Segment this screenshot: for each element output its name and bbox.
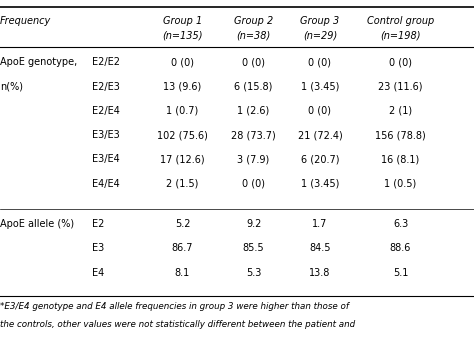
Text: 1 (3.45): 1 (3.45)	[301, 82, 339, 92]
Text: 1 (0.5): 1 (0.5)	[384, 179, 417, 189]
Text: 0 (0): 0 (0)	[309, 106, 331, 116]
Text: E3/E4: E3/E4	[92, 154, 120, 164]
Text: 16 (8.1): 16 (8.1)	[382, 154, 419, 164]
Text: E2/E4: E2/E4	[92, 106, 120, 116]
Text: E2: E2	[92, 219, 105, 229]
Text: Control group: Control group	[367, 16, 434, 26]
Text: 2 (1): 2 (1)	[389, 106, 412, 116]
Text: E2/E2: E2/E2	[92, 57, 120, 67]
Text: 2 (1.5): 2 (1.5)	[166, 179, 199, 189]
Text: 5.2: 5.2	[175, 219, 190, 229]
Text: Group 1: Group 1	[163, 16, 202, 26]
Text: 85.5: 85.5	[243, 243, 264, 253]
Text: ApoE genotype,: ApoE genotype,	[0, 57, 77, 67]
Text: Group 3: Group 3	[301, 16, 339, 26]
Text: 9.2: 9.2	[246, 219, 261, 229]
Text: 3 (7.9): 3 (7.9)	[237, 154, 270, 164]
Text: 6 (15.8): 6 (15.8)	[235, 82, 273, 92]
Text: (n=135): (n=135)	[162, 30, 203, 40]
Text: 0 (0): 0 (0)	[309, 57, 331, 67]
Text: 0 (0): 0 (0)	[171, 57, 194, 67]
Text: 88.6: 88.6	[390, 243, 411, 253]
Text: the controls, other values were not statistically different between the patient : the controls, other values were not stat…	[0, 320, 355, 330]
Text: 5.3: 5.3	[246, 268, 261, 278]
Text: n(%): n(%)	[0, 82, 23, 92]
Text: ApoE allele (%): ApoE allele (%)	[0, 219, 74, 229]
Text: 1 (3.45): 1 (3.45)	[301, 179, 339, 189]
Text: 86.7: 86.7	[172, 243, 193, 253]
Text: 156 (78.8): 156 (78.8)	[375, 130, 426, 140]
Text: 102 (75.6): 102 (75.6)	[157, 130, 208, 140]
Text: 17 (12.6): 17 (12.6)	[160, 154, 205, 164]
Text: 13.8: 13.8	[309, 268, 331, 278]
Text: 13 (9.6): 13 (9.6)	[164, 82, 201, 92]
Text: 28 (73.7): 28 (73.7)	[231, 130, 276, 140]
Text: (n=198): (n=198)	[380, 30, 421, 40]
Text: (n=29): (n=29)	[303, 30, 337, 40]
Text: *E3/E4 genotype and E4 allele frequencies in group 3 were higher than those of: *E3/E4 genotype and E4 allele frequencie…	[0, 302, 349, 311]
Text: 0 (0): 0 (0)	[242, 179, 265, 189]
Text: (n=38): (n=38)	[237, 30, 271, 40]
Text: 0 (0): 0 (0)	[389, 57, 412, 67]
Text: 8.1: 8.1	[175, 268, 190, 278]
Text: E3/E3: E3/E3	[92, 130, 120, 140]
Text: E2/E3: E2/E3	[92, 82, 120, 92]
Text: 1 (2.6): 1 (2.6)	[237, 106, 270, 116]
Text: 1 (0.7): 1 (0.7)	[166, 106, 199, 116]
Text: Group 2: Group 2	[234, 16, 273, 26]
Text: E4/E4: E4/E4	[92, 179, 120, 189]
Text: 6 (20.7): 6 (20.7)	[301, 154, 339, 164]
Text: E4: E4	[92, 268, 105, 278]
Text: Frequency: Frequency	[0, 16, 51, 26]
Text: 84.5: 84.5	[309, 243, 331, 253]
Text: 21 (72.4): 21 (72.4)	[298, 130, 342, 140]
Text: 5.1: 5.1	[393, 268, 408, 278]
Text: 6.3: 6.3	[393, 219, 408, 229]
Text: 23 (11.6): 23 (11.6)	[378, 82, 423, 92]
Text: E3: E3	[92, 243, 105, 253]
Text: 0 (0): 0 (0)	[242, 57, 265, 67]
Text: 1.7: 1.7	[312, 219, 328, 229]
